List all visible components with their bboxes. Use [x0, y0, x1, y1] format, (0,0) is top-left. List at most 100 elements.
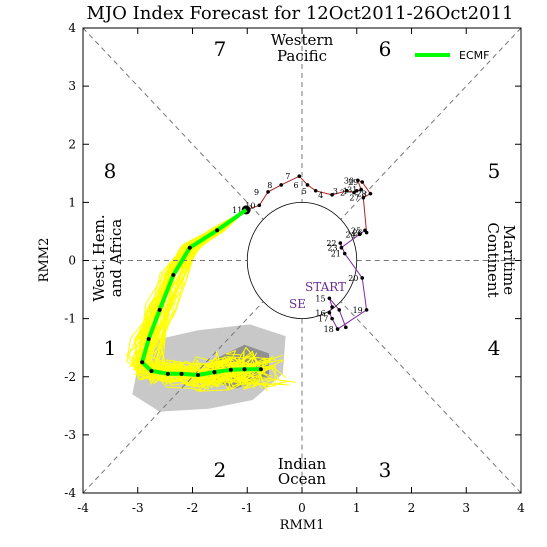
observed-point	[361, 195, 366, 200]
observed-point	[330, 305, 334, 309]
observed-day-label: 7	[285, 172, 290, 181]
y-tick-label: -2	[64, 370, 76, 384]
phase-number-1: 1	[104, 336, 117, 360]
observed-day-label: 26	[353, 229, 363, 238]
ensemble-mean-point	[187, 245, 192, 250]
diagonal-guide	[82, 27, 264, 220]
observed-day-label: 10	[245, 201, 255, 210]
start-label: START	[305, 280, 346, 294]
legend-ecmf-label: ECMF	[459, 49, 489, 62]
observed-point	[342, 251, 347, 256]
observed-day-label: 11	[232, 206, 242, 215]
observed-point	[364, 308, 369, 312]
observed-day-label: 27	[349, 194, 359, 203]
ensemble-member-line	[137, 209, 289, 386]
y-tick-label: -1	[64, 312, 76, 326]
ensemble-mean-trajectory	[140, 208, 263, 378]
observed-day-label: 19	[353, 306, 363, 315]
observed-point	[360, 276, 365, 280]
ensemble-mean-point	[258, 367, 263, 372]
region-label-continent: Continent	[484, 222, 502, 297]
y-tick-label: 0	[68, 254, 76, 268]
observed-point	[354, 188, 359, 193]
ensemble-mean-point	[171, 273, 176, 278]
ensemble-mean-point	[140, 360, 145, 365]
observed-point	[279, 183, 283, 187]
phase-number-6: 6	[379, 37, 392, 61]
phase-number-5: 5	[488, 159, 501, 183]
observed-day-label: 2	[340, 188, 345, 197]
observed-point	[338, 241, 343, 245]
phase-number-2: 2	[214, 458, 227, 482]
observed-day-label: 31	[347, 186, 357, 195]
observed-day-label: 17	[318, 315, 328, 324]
chart-title: MJO Index Forecast for 12Oct2011-26Oct20…	[87, 3, 514, 24]
observed-point	[356, 178, 360, 183]
observed-point	[359, 187, 363, 192]
ensemble-mean-point	[179, 371, 184, 376]
diagonal-guide	[340, 301, 522, 494]
y-tick-label: 1	[68, 195, 76, 209]
x-tick-label: 0	[298, 501, 306, 515]
observed-point	[360, 180, 365, 184]
y-axis-label: RMM2	[37, 238, 52, 283]
observed-day-label: 30	[344, 176, 354, 185]
observed-point	[330, 193, 334, 197]
observed-point	[305, 183, 310, 187]
x-axis-label: RMM1	[280, 518, 325, 533]
diagonal-guide	[82, 301, 264, 494]
observed-point	[357, 232, 362, 237]
observed-point	[313, 188, 318, 193]
observed-point	[352, 190, 356, 195]
ensemble-mean-point	[157, 307, 162, 312]
region-label-western: Western	[271, 31, 334, 49]
ensemble-mean-point	[165, 371, 170, 376]
x-tick-label: 1	[353, 501, 361, 515]
ensemble-member-line	[129, 209, 253, 379]
observed-point	[364, 230, 369, 235]
observed-point	[266, 190, 270, 194]
observed-point	[327, 296, 332, 301]
observed-day-label: 24	[345, 230, 355, 239]
unit-circle	[246, 201, 358, 320]
observed-point	[344, 325, 348, 330]
x-tick-label: 3	[462, 501, 470, 515]
ensemble-mean-point	[215, 228, 220, 233]
observed-point	[337, 308, 342, 312]
ensemble-mean-point	[146, 336, 151, 341]
region-label-ocean: Ocean	[278, 470, 327, 488]
observed-point	[327, 311, 332, 315]
observed-day-label: 3	[333, 187, 338, 196]
observed-point	[257, 203, 262, 208]
diagonal-guide	[340, 27, 522, 220]
observed-day-label: 22	[326, 239, 336, 248]
region-label-maritime: Maritime	[500, 225, 518, 295]
ensemble-member-line	[155, 209, 247, 375]
phase-number-4: 4	[488, 336, 501, 360]
se-label: SE	[289, 297, 306, 311]
x-tick-label: 4	[517, 501, 525, 515]
x-tick-label: -1	[241, 501, 253, 515]
ensemble-mean-point	[228, 367, 233, 372]
observed-day-label: 8	[267, 181, 272, 190]
region-label-and-africa: and Africa	[107, 219, 125, 297]
y-tick-label: -4	[64, 486, 76, 500]
observed-day-label: 15	[315, 294, 325, 303]
phase-number-3: 3	[379, 458, 392, 482]
phase-number-7: 7	[214, 37, 227, 61]
ensemble-mean-point	[195, 373, 200, 378]
y-tick-label: 4	[68, 21, 76, 35]
y-tick-label: -3	[64, 428, 76, 442]
observed-day-label: 25	[351, 226, 361, 235]
observed-day-label: 6	[293, 181, 298, 190]
observed-day-label: 28	[356, 190, 366, 199]
observed-point	[297, 174, 302, 179]
observed-day-label: 4	[318, 191, 323, 200]
region-label-west-hem: West. Hem.	[90, 214, 108, 301]
observed-day-label: 5	[302, 187, 307, 196]
phase-guides	[82, 27, 522, 494]
observed-day-label: 18	[324, 325, 334, 334]
observed-point	[330, 316, 334, 321]
observed-day-label: 29	[348, 178, 358, 187]
